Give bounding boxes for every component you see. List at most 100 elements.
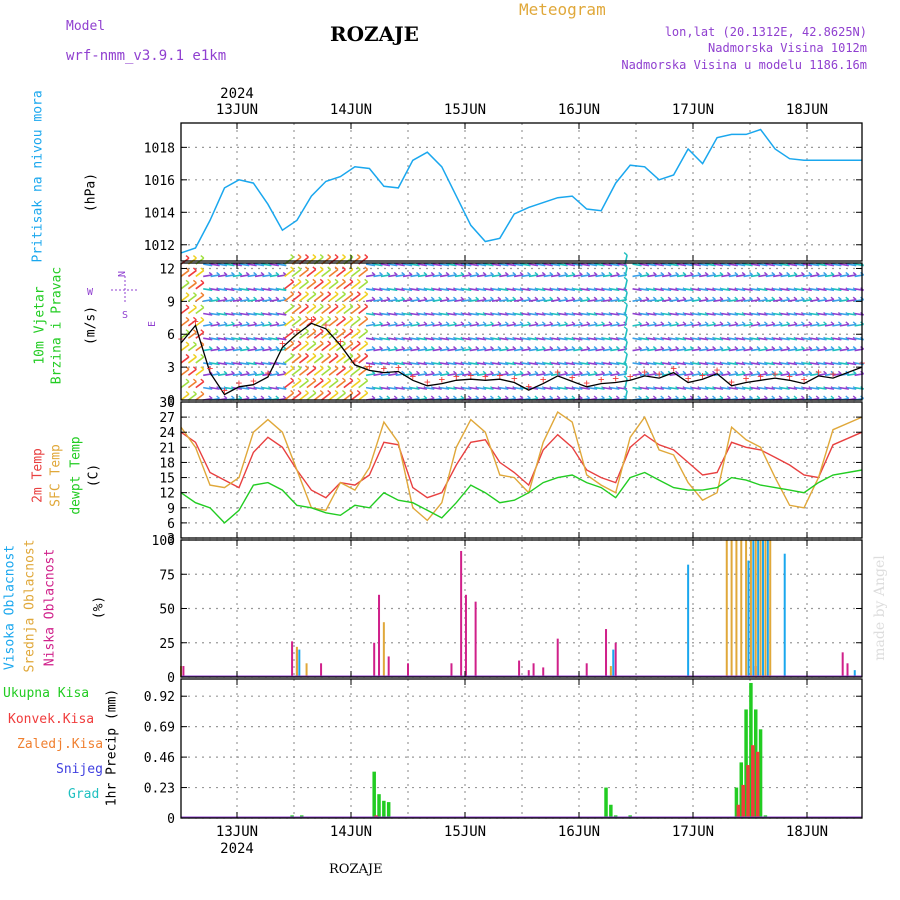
wind-arrow [624,329,628,339]
wind-arrow [306,367,317,376]
wind-arrow-head [712,321,717,325]
wind-arrow-head [786,346,791,350]
wind-arrow [758,312,768,316]
wind-arrow [380,323,390,327]
wind-arrow [587,263,598,267]
wind-arrow-head [216,346,221,350]
wind-arrow [787,298,798,302]
wind-arrow [417,263,428,267]
wind-arrow [499,288,509,292]
wind-arrow [573,337,583,341]
wind-arrow [558,337,568,341]
wind-arrow-head [571,271,576,276]
wind-arrow-head [512,321,517,325]
wind-arrow [743,312,753,316]
wind-arrow [447,362,457,366]
wind-arrow [580,348,590,352]
wind-arrow-head [467,271,472,276]
wind-arrow [699,337,709,341]
wind-arrow-head [645,370,650,375]
wind-arrow [439,288,450,292]
wind-arrow [810,337,820,341]
wind-arrow-head [763,321,768,325]
wind-arrow [521,263,531,267]
wind-arrow [425,323,435,327]
wind-arrow [750,337,761,341]
wind-arrow [758,263,768,267]
wind-arrow [528,337,539,341]
wind-arrow [676,298,687,302]
wind-arrow [203,263,213,267]
wind-arrow [499,362,509,366]
wind-arrow [217,288,228,292]
wind-arrow [669,288,679,292]
legend-konvek: Konvek.Kisa [8,712,95,727]
wind-arrow-head [615,346,620,350]
wind-arrow [284,293,295,302]
wind-arrow [335,380,346,389]
wind-arrow [254,373,265,377]
wind-arrow-head [304,315,309,320]
wind-arrow [595,323,605,327]
wind-arrow-head [823,370,828,375]
wind-arrow [187,294,197,302]
wind-arrow-head [549,321,554,325]
wind-arrow [810,386,820,390]
wind-arrow [624,279,628,289]
gust-marker: + [366,360,373,373]
wind-arrow [284,392,295,401]
wind-arrow-head [793,370,798,375]
wind-arrow-head [527,296,531,301]
wind-arrow [439,362,450,366]
wind-arrow-head [192,279,197,284]
wind-arrow [647,362,657,366]
wind-arrow [291,392,302,401]
wind-arrow-head [756,370,761,375]
wind-arrow [780,312,790,316]
wind-arrow [321,342,332,352]
wind-arrow-head [341,291,346,295]
wind-arrow [580,288,590,292]
wind-arrow [773,312,783,316]
wind-arrow [277,323,287,327]
wind-arrow [343,293,354,302]
wind-arrow [847,323,857,327]
ytick-label: 9 [167,295,175,310]
wind-arrow [335,355,346,364]
wind-arrow [506,362,516,366]
wind-arrow [410,312,420,316]
wind-arrow [298,281,309,290]
wind-arrow [817,337,827,341]
wind-arrow [824,337,835,341]
wind-arrow [343,318,354,327]
wind-arrow [373,386,383,390]
wind-arrow-head [786,370,791,375]
wind-arrow-head [497,395,502,400]
wind-arrow-head [393,321,398,325]
wind-arrow-head [763,271,768,276]
pressure-line [180,128,862,254]
ytick-label: 24 [159,426,175,441]
wind-arrow [350,318,361,327]
wind-arrow [180,343,190,352]
panel-frame [180,262,863,401]
wind-arrow-head [267,296,272,301]
wind-arrow [706,312,716,316]
wind-arrow-head [852,395,857,400]
wind-arrow [499,298,509,302]
wind-arrow [602,274,613,278]
wind-arrow [380,274,390,278]
wind-arrow-head [290,278,295,283]
wind-arrow [395,263,405,267]
wind-arrow [277,373,287,377]
wind-arrow [454,362,465,366]
wind-arrow-head [334,254,339,258]
wind-arrow [506,312,516,316]
wind-arrow-head [578,296,583,301]
wind-arrow [298,367,309,376]
wind-arrow [565,288,576,292]
wind-arrow [447,373,457,377]
wind-arrow [595,362,605,366]
gust-marker: + [207,362,214,375]
